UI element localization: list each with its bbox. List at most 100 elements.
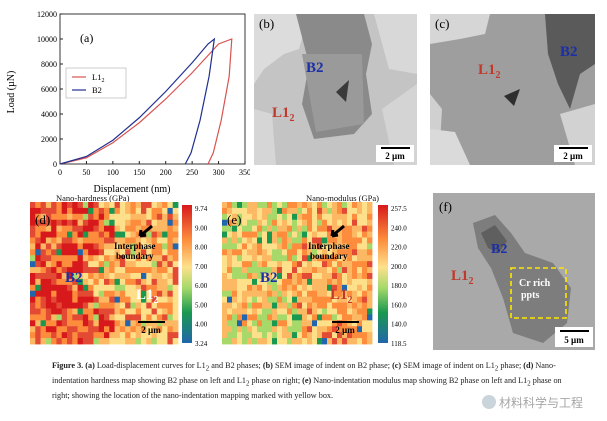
heatmap-cell (322, 202, 328, 209)
heatmap-cell (237, 314, 243, 321)
heatmap-cell (61, 320, 68, 327)
heatmap-cell (292, 207, 298, 215)
heatmap-cell (146, 202, 152, 209)
heatmap-cell (247, 284, 253, 292)
heatmap-cell (30, 320, 36, 327)
heatmap-cell (317, 296, 323, 303)
heatmap-cell (287, 255, 293, 262)
heatmap-cell (272, 225, 278, 232)
heatmap-cell (242, 273, 248, 280)
heatmap-cell (327, 308, 333, 315)
heatmap-cell (135, 273, 142, 280)
heatmap-cell (247, 290, 253, 298)
heatmap-cell (357, 273, 363, 280)
heatmap-cell (347, 255, 353, 262)
heatmap-cell (337, 308, 343, 315)
heatmap-cell (135, 278, 142, 286)
annotation-cr-rich: Cr rich (519, 278, 551, 289)
heatmap-cell (237, 332, 243, 339)
heatmap-cell (232, 237, 238, 244)
heatmap-cell (88, 314, 94, 321)
heatmap-cell (327, 278, 333, 286)
heatmap-cell (302, 338, 308, 345)
phase-label-b2: B2 (65, 270, 83, 286)
heatmap-cell (257, 338, 263, 345)
heatmap-cell (67, 237, 73, 244)
scale-bar-label: 2 µm (563, 151, 583, 161)
heatmap-cell (109, 237, 115, 244)
heatmap-cell (82, 320, 89, 327)
heatmap-cell (98, 314, 105, 321)
heatmap-cell (72, 207, 78, 215)
heatmap-cell (252, 207, 258, 215)
heatmap-cell (109, 338, 115, 345)
heatmap-cell (357, 296, 363, 303)
heatmap-cell (88, 225, 94, 232)
hardness-heatmap-grid (30, 202, 179, 345)
heatmap-cell (109, 225, 115, 232)
heatmap-cell (282, 267, 288, 274)
heatmap-cell (40, 296, 47, 303)
heatmap-cell (232, 255, 238, 262)
heatmap-cell (109, 296, 115, 303)
heatmap-cell (51, 273, 57, 280)
heatmap-cell (362, 255, 368, 262)
heatmap-cell (357, 308, 363, 315)
heatmap-cell (262, 202, 268, 209)
heatmap-cell (342, 290, 348, 298)
heatmap-cell (227, 267, 233, 274)
heatmap-cell (297, 326, 303, 333)
heatmap-cell (232, 249, 238, 256)
scale-bar-label: 2 µm (335, 325, 355, 335)
heatmap-cell (119, 308, 126, 315)
heatmap-cell (347, 326, 353, 333)
heatmap-cell (302, 237, 308, 244)
heatmap-cell (98, 243, 105, 250)
heatmap-cell (332, 314, 338, 321)
heatmap-cell (337, 338, 343, 345)
heatmap-cell (237, 308, 243, 315)
heatmap-cell (237, 267, 243, 274)
heatmap-cell (172, 237, 179, 244)
scale-bar-box (554, 145, 592, 162)
heatmap-cell (292, 202, 298, 209)
heatmap-cell (347, 308, 353, 315)
heatmap-cell (232, 296, 238, 303)
heatmap-cell (327, 296, 333, 303)
heatmap-cell (114, 213, 121, 221)
heatmap-cell (72, 320, 78, 327)
heatmap-cell (56, 332, 63, 339)
heatmap-cell (247, 326, 253, 333)
heatmap-cell (141, 255, 147, 262)
heatmap-cell (242, 267, 248, 274)
heatmap-cell (82, 237, 89, 244)
phase-label-l12: L12 (330, 287, 353, 306)
heatmap-cell (227, 296, 233, 303)
heatmap-cell (30, 261, 36, 268)
heatmap-cell (347, 284, 353, 292)
heatmap-cell (337, 290, 343, 298)
heatmap-cell (317, 273, 323, 280)
heatmap-cell (312, 237, 318, 244)
heatmap-cell (130, 261, 137, 268)
heatmap-cell (151, 267, 158, 274)
heatmap-cell (312, 314, 318, 321)
heatmap-cell (30, 278, 36, 286)
heatmap-cell (135, 290, 142, 298)
heatmap-cell (232, 302, 238, 309)
heatmap-cell (172, 231, 179, 238)
caption-d-sub: 2 (245, 380, 250, 388)
heatmap-cell (272, 219, 278, 227)
heatmap-cell (267, 219, 273, 227)
heatmap-cell (45, 290, 52, 298)
heatmap-cell (317, 207, 323, 215)
heatmap-cell (297, 249, 303, 256)
heatmap-cell (61, 255, 68, 262)
heatmap-cell (67, 296, 73, 303)
heatmap-cell (267, 314, 273, 321)
heatmap-cell (135, 284, 142, 292)
heatmap-cell (342, 308, 348, 315)
heatmap-cell (172, 225, 179, 232)
heatmap-cell (237, 320, 243, 327)
heatmap-cell (67, 338, 73, 345)
